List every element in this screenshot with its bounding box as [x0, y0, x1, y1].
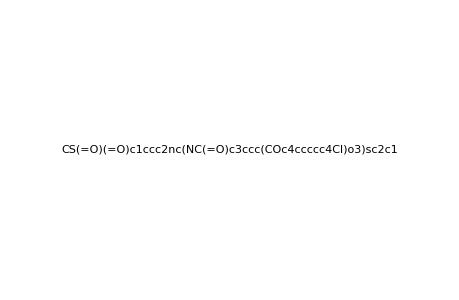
Text: CS(=O)(=O)c1ccc2nc(NC(=O)c3ccc(COc4ccccc4Cl)o3)sc2c1: CS(=O)(=O)c1ccc2nc(NC(=O)c3ccc(COc4ccccc… [62, 145, 397, 155]
